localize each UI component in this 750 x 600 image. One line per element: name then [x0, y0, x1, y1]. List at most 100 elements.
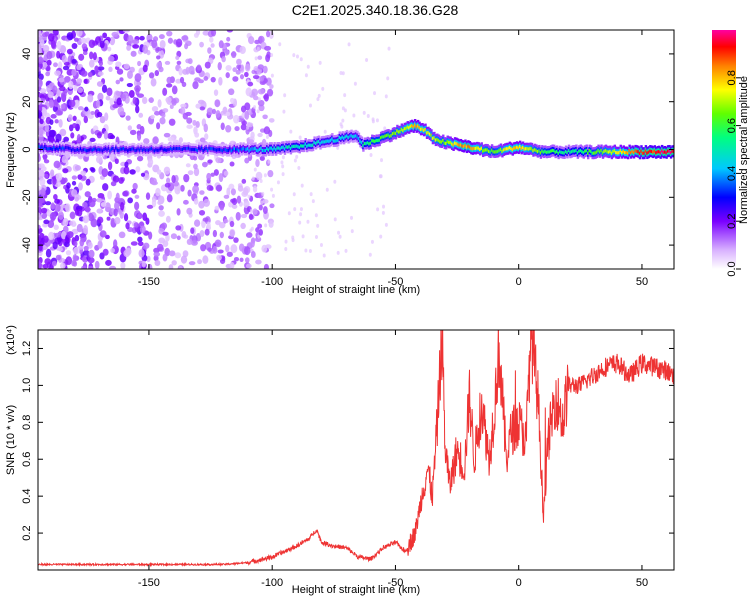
trace-cell	[409, 124, 412, 128]
trace-cell	[305, 144, 309, 148]
trace-cell	[172, 146, 176, 151]
snr-y-tick-label: 1.0	[21, 378, 33, 393]
noise-speck	[48, 99, 54, 109]
noise-speck	[176, 208, 181, 216]
noise-speck	[258, 204, 263, 211]
noise-speck	[87, 94, 94, 103]
noise-speck	[252, 74, 260, 80]
noise-speck	[347, 42, 351, 47]
noise-speck	[171, 98, 177, 106]
noise-speck	[158, 205, 164, 211]
noise-speck	[113, 208, 118, 217]
noise-speck	[287, 211, 291, 216]
trace-cell	[502, 148, 506, 152]
noise-speck	[235, 211, 241, 221]
noise-speck	[132, 39, 140, 45]
noise-speck	[193, 163, 198, 170]
noise-speck	[148, 72, 155, 79]
noise-speck	[236, 58, 242, 65]
noise-speck	[58, 246, 63, 252]
trace-cell	[619, 149, 622, 153]
noise-speck	[87, 257, 95, 264]
noise-speck	[87, 241, 93, 249]
noise-speck	[379, 234, 383, 239]
trace-cell	[184, 147, 188, 151]
noise-speck	[39, 187, 46, 197]
noise-speck	[38, 66, 41, 72]
noise-speck	[250, 250, 256, 258]
trace-cell	[308, 143, 312, 147]
noise-speck	[112, 104, 119, 109]
trace-cell	[390, 134, 393, 138]
noise-speck	[262, 206, 268, 215]
noise-speck	[60, 204, 67, 209]
colorbar-tick-label: 0.4	[726, 166, 738, 181]
trace-cell	[192, 147, 195, 152]
colorbar-label: Normalized spectral amplitude	[738, 76, 750, 224]
trace-cell	[60, 147, 63, 151]
trace-cell	[41, 145, 44, 149]
noise-speck	[38, 224, 41, 230]
noise-speck	[158, 210, 165, 217]
noise-speck	[194, 132, 200, 138]
noise-speck	[229, 97, 235, 104]
trace-cell	[79, 147, 83, 151]
trace-cell	[613, 149, 617, 153]
noise-speck	[183, 173, 190, 183]
noise-speck	[251, 88, 259, 97]
noise-speck	[66, 32, 74, 41]
trace-cell	[634, 149, 637, 153]
spectrogram-y-tick-label: 20	[21, 96, 33, 108]
trace-cell	[371, 138, 374, 143]
noise-speck	[136, 155, 144, 162]
noise-speck	[384, 222, 388, 227]
trace-cell	[375, 138, 378, 143]
noise-speck	[142, 64, 148, 73]
trace-cell	[476, 146, 479, 150]
noise-speck	[166, 177, 171, 184]
trace-cell	[505, 147, 509, 151]
trace-cell	[158, 148, 161, 152]
noise-speck	[96, 132, 102, 139]
noise-speck	[62, 65, 70, 71]
noise-speck	[128, 89, 135, 98]
trace-cell	[206, 148, 210, 152]
noise-speck	[158, 66, 164, 73]
noise-speck	[289, 129, 293, 134]
noise-speck	[38, 97, 42, 105]
noise-speck	[232, 67, 237, 73]
noise-speck	[139, 225, 146, 234]
noise-speck	[223, 194, 230, 199]
noise-speck	[162, 87, 168, 96]
trace-cell	[69, 146, 72, 151]
noise-speck	[71, 175, 78, 180]
noise-speck	[229, 229, 235, 237]
trace-cell	[527, 147, 531, 151]
trace-cell	[459, 143, 463, 147]
trace-cell	[252, 147, 256, 151]
trace-cell	[402, 129, 405, 133]
trace-cell	[480, 146, 483, 150]
noise-speck	[276, 180, 280, 185]
trace-cell	[471, 147, 475, 151]
noise-speck	[127, 125, 132, 131]
noise-speck	[44, 173, 49, 179]
trace-cell	[187, 146, 191, 150]
noise-speck	[175, 225, 182, 231]
noise-speck	[197, 259, 203, 265]
noise-speck	[218, 40, 224, 49]
noise-speck	[184, 43, 189, 50]
noise-speck	[262, 65, 268, 74]
noise-speck	[46, 59, 52, 66]
trace-cell	[456, 142, 460, 147]
noise-speck	[147, 158, 154, 166]
noise-speck	[71, 228, 79, 235]
noise-speck	[107, 190, 112, 200]
noise-speck	[145, 217, 150, 225]
trace-cell	[622, 149, 625, 153]
noise-speck	[255, 227, 260, 233]
noise-speck	[210, 43, 215, 48]
noise-speck	[373, 91, 377, 96]
noise-speck	[212, 108, 217, 115]
